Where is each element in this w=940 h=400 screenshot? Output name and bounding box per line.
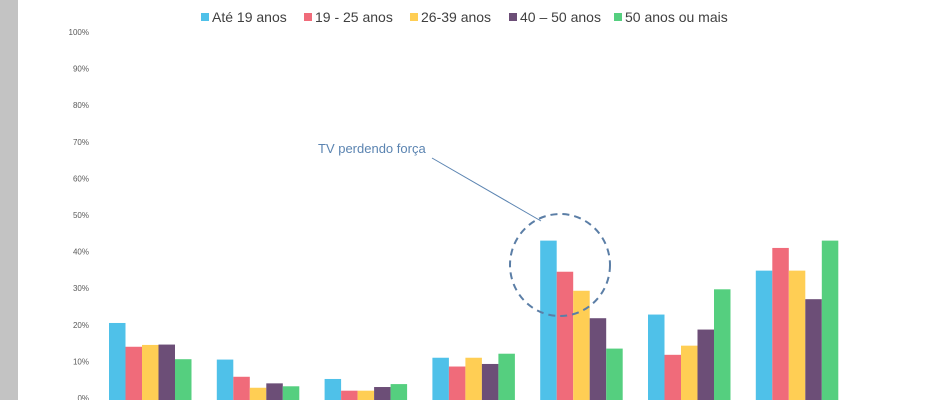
bars (109, 240, 839, 400)
legend: Até 19 anos 19 - 25 anos 26-39 anos 40 – 50… (201, 9, 728, 25)
bar (465, 357, 482, 400)
bar (390, 384, 408, 400)
y-tick-label: 0% (77, 394, 89, 400)
bar (573, 290, 590, 400)
bar (772, 247, 789, 400)
bar-group (648, 289, 731, 400)
y-tick-label: 90% (73, 65, 89, 74)
legend-item: Até 19 anos (201, 9, 287, 25)
bar (216, 359, 234, 400)
bar (606, 348, 623, 400)
y-tick-label: 20% (73, 321, 89, 330)
y-tick-label: 50% (73, 211, 89, 220)
bar (109, 322, 126, 400)
bar (714, 289, 731, 400)
bar-group (324, 378, 408, 400)
bar (324, 378, 342, 400)
bar (357, 390, 375, 400)
bar (374, 387, 391, 400)
bar (142, 344, 159, 400)
y-tick-label: 10% (73, 357, 89, 366)
y-tick-label: 30% (73, 284, 89, 293)
bar-group (432, 353, 515, 400)
bar (158, 344, 175, 400)
legend-label: 19 - 25 anos (315, 9, 393, 25)
y-tick-label: 60% (73, 174, 89, 183)
bar (266, 383, 283, 400)
bar (540, 240, 557, 400)
bar-group (216, 359, 300, 400)
bar-group (755, 240, 839, 400)
bar (788, 270, 806, 400)
bar (648, 314, 665, 400)
legend-label: 50 anos ou mais (625, 9, 728, 25)
bar (697, 329, 714, 400)
bar (556, 271, 574, 400)
y-axis: 0% 10% 20% 30% 40% 50% 60% 70% 80% 90% 100% (69, 28, 89, 400)
left-edge-strip (0, 0, 18, 400)
bar (125, 346, 142, 400)
bar (805, 299, 822, 400)
legend-swatch (509, 13, 517, 21)
bar-group (540, 240, 623, 400)
legend-label: 26-39 anos (421, 9, 491, 25)
bar (664, 354, 681, 400)
legend-item: 40 – 50 anos (509, 9, 601, 25)
legend-swatch (410, 13, 418, 21)
legend-swatch (304, 13, 312, 21)
bar (448, 366, 466, 400)
annotation-highlight-circle (509, 213, 611, 317)
legend-item: 19 - 25 anos (304, 9, 393, 25)
bar (432, 357, 449, 400)
bar (175, 359, 192, 400)
annotation-arrow-line (431, 157, 542, 222)
bar (282, 386, 300, 400)
legend-item: 26-39 anos (410, 9, 491, 25)
bar (233, 376, 250, 400)
bar (681, 345, 698, 400)
bar (249, 387, 267, 400)
y-tick-label: 100% (69, 28, 89, 37)
legend-swatch (201, 13, 209, 21)
y-tick-label: 40% (73, 248, 89, 257)
bar (589, 318, 607, 400)
legend-swatch (614, 13, 622, 21)
bar (498, 353, 515, 400)
y-tick-label: 70% (73, 138, 89, 147)
bar (341, 390, 358, 400)
y-tick-label: 80% (73, 101, 89, 110)
bar (755, 270, 773, 400)
bar-group (109, 322, 192, 400)
bar (481, 363, 499, 400)
legend-item: 50 anos ou mais (614, 9, 728, 25)
legend-label: Até 19 anos (212, 9, 287, 25)
annotation: TV perdendo força (318, 141, 611, 317)
legend-label: 40 – 50 anos (520, 9, 601, 25)
bar (821, 240, 839, 400)
annotation-label: TV perdendo força (318, 141, 426, 156)
